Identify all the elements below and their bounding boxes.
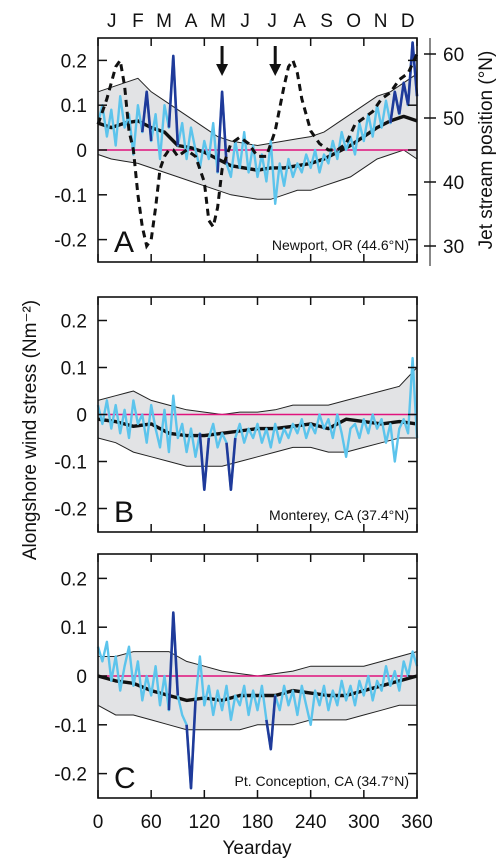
y2-axis-label: Jet stream position (°N): [476, 51, 497, 250]
month-label: A: [293, 11, 306, 32]
arrow-head: [216, 64, 229, 76]
month-label: O: [346, 11, 361, 32]
envelope-upper-line: [97, 73, 418, 147]
x-tick-label: 120: [188, 812, 220, 833]
y2-tick-label: 60: [443, 45, 464, 66]
month-label: J: [240, 11, 250, 32]
arrow-head: [269, 64, 282, 76]
y-tick-label: 0.1: [61, 359, 87, 380]
jet-stream-line: [96, 53, 419, 250]
x-tick-label: 0: [93, 812, 104, 833]
x-tick-label: 360: [401, 812, 433, 833]
panel-B: -0.2 -0.1 0 0.1 0.2 B Monterey, CA (37.4°N): [54, 296, 419, 533]
station-label: Pt. Conception, CA (34.7°N): [235, 773, 409, 789]
series-extreme-segment: [198, 433, 211, 492]
y-axis-label: Alongshore wind stress (Nm⁻²): [20, 300, 41, 560]
series-extreme-segment: [389, 90, 401, 124]
y-tick-label: 0.2: [61, 51, 87, 72]
panel-letter: B: [114, 496, 134, 529]
y2-tick-label: 50: [443, 109, 464, 130]
envelope-lower-line: [97, 704, 417, 731]
envelope-band: [98, 73, 417, 200]
x-tick-label: 240: [295, 812, 327, 833]
station-label: Monterey, CA (37.4°N): [269, 507, 409, 523]
panel-letter: C: [114, 762, 136, 795]
series-extreme-segment: [141, 90, 153, 142]
series-extreme-segment: [406, 41, 419, 106]
panels: 30 40 50 60 -0.2 -0.1 0 0.1 0.2 A Newport, OR (44.…: [54, 37, 464, 833]
y-tick-label: -0.1: [54, 453, 87, 474]
y-tick-label: -0.2: [54, 500, 87, 521]
series-extreme-segment: [398, 81, 410, 115]
x-tick-label: 300: [348, 812, 380, 833]
month-label: J: [267, 11, 277, 32]
month-label: M: [210, 11, 226, 32]
series-extreme-segment: [167, 611, 180, 711]
y-tick-label: 0: [76, 406, 87, 427]
month-label: F: [132, 11, 144, 32]
month-label: M: [156, 11, 172, 32]
series-line: [96, 356, 419, 491]
y2-tick-label: 30: [443, 237, 464, 258]
envelope-upper-line: [97, 367, 418, 416]
envelope-lower-line: [97, 149, 418, 200]
y-tick-label: -0.2: [54, 231, 87, 252]
month-label: N: [374, 11, 388, 32]
month-label: J: [107, 11, 117, 32]
month-label: A: [185, 11, 198, 32]
x-tick-label: 60: [141, 812, 162, 833]
y-tick-label: 0: [76, 141, 87, 162]
x-tick-label: 180: [242, 812, 274, 833]
y2-tick-label: 40: [443, 173, 464, 194]
series-extreme-segment: [265, 695, 277, 751]
y-tick-label: -0.1: [54, 716, 87, 737]
series-extreme-segment: [185, 700, 197, 790]
y-tick-label: 0.2: [61, 569, 87, 590]
panel-letter: A: [114, 226, 134, 259]
station-label: Newport, OR (44.6°N): [272, 237, 409, 253]
panel-A: 30 40 50 60 -0.2 -0.1 0 0.1 0.2 A Newport, OR (44.…: [54, 37, 464, 266]
month-label: S: [320, 11, 333, 32]
y-tick-label: 0.1: [61, 96, 87, 117]
series-line: [96, 611, 419, 790]
series-extreme-segment: [216, 90, 228, 173]
y-tick-label: 0: [76, 667, 87, 688]
y-tick-label: -0.2: [54, 765, 87, 786]
y-tick-label: 0.2: [61, 312, 87, 333]
envelope-band: [98, 367, 417, 467]
panel-C: -0.2 -0.1 0 0.1 0.2 C Pt. Conception, CA (34.7…: [54, 553, 419, 799]
y-tick-label: -0.1: [54, 186, 87, 207]
y-tick-label: 0.1: [61, 618, 87, 639]
envelope-lower-line: [97, 437, 417, 467]
x-axis-label: Yearday: [222, 838, 292, 859]
month-label: D: [401, 11, 415, 32]
series-extreme-segment: [167, 54, 180, 146]
series-extreme-segment: [225, 437, 237, 492]
